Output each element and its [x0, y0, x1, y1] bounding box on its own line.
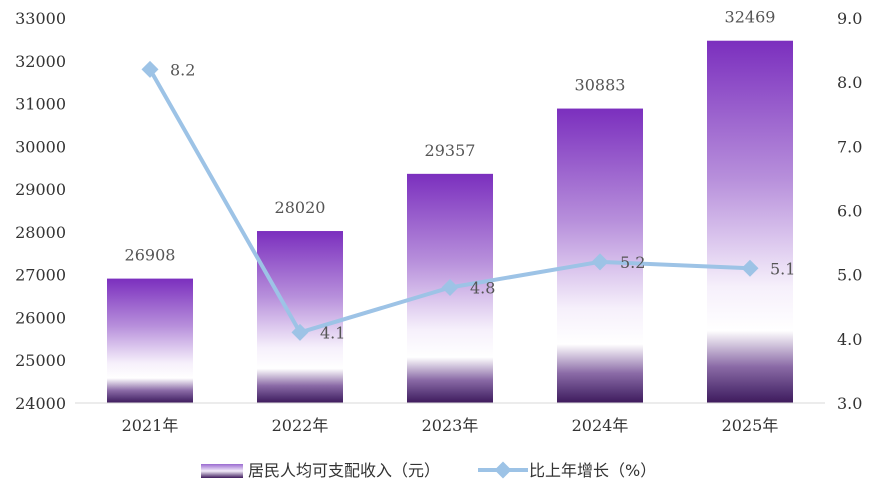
legend-swatch-marker [494, 461, 512, 479]
left-axis-tick-label: 29000 [15, 180, 66, 199]
line-data-label: 5.1 [770, 259, 795, 278]
legend-swatch-bar [201, 464, 243, 478]
left-axis-tick-label: 28000 [15, 223, 66, 242]
right-axis-tick-label: 3.0 [837, 394, 862, 413]
category-tick-label: 2022年 [272, 416, 329, 435]
bar-series [107, 40, 793, 404]
legend-label-line: 比上年增长（%） [529, 461, 656, 480]
right-axis: 3.0 4.0 5.0 6.0 7.0 8.0 9.0 [837, 9, 862, 413]
category-tick-label: 2023年 [422, 416, 479, 435]
right-axis-tick-label: 7.0 [837, 137, 862, 156]
left-axis-tick-label: 31000 [15, 95, 66, 114]
category-tick-label: 2025年 [722, 416, 779, 435]
right-axis-tick-label: 9.0 [837, 9, 862, 28]
left-axis-tick-label: 30000 [15, 137, 66, 156]
bar-data-label: 29357 [425, 141, 476, 160]
bar [107, 278, 193, 403]
left-axis: 24000 25000 26000 27000 28000 29000 30000 31000… [15, 9, 66, 413]
left-axis-tick-label: 32000 [15, 52, 66, 71]
line-data-label: 4.1 [320, 323, 345, 342]
left-axis-tick-label: 24000 [15, 394, 66, 413]
bar-data-label: 32469 [725, 8, 776, 27]
legend-label-bar: 居民人均可支配收入（元） [248, 461, 440, 480]
right-axis-tick-label: 8.0 [837, 73, 862, 92]
line-point [291, 323, 309, 341]
line-point [741, 259, 759, 277]
line-point [441, 279, 459, 296]
right-axis-tick-label: 5.0 [837, 266, 862, 285]
category-tick-label: 2021年 [122, 416, 179, 435]
line-data-label: 8.2 [170, 60, 195, 79]
category-axis: 2021年 2022年 2023年 2024年 2025年 [122, 416, 779, 435]
legend: 居民人均可支配收入（元） 比上年增长（%） [201, 461, 656, 480]
right-axis-tick-label: 4.0 [837, 330, 862, 349]
bar [707, 40, 793, 404]
right-axis-tick-label: 6.0 [837, 202, 862, 221]
bar-data-label: 28020 [275, 198, 326, 217]
line-data-label: 4.8 [470, 279, 495, 298]
category-tick-label: 2024年 [572, 416, 629, 435]
left-axis-tick-label: 27000 [15, 266, 66, 285]
bar-data-labels: 26908 28020 29357 30883 32469 [125, 8, 776, 265]
bar-data-label: 30883 [575, 76, 626, 95]
left-axis-tick-label: 26000 [15, 308, 66, 327]
left-axis-tick-label: 25000 [15, 351, 66, 370]
bar [257, 231, 343, 403]
line-point [141, 60, 159, 78]
line-data-label: 5.2 [620, 253, 645, 272]
left-axis-tick-label: 33000 [15, 9, 66, 28]
bar-data-label: 26908 [125, 246, 176, 265]
line-data-labels: 8.2 4.1 4.8 5.2 5.1 [170, 60, 795, 342]
